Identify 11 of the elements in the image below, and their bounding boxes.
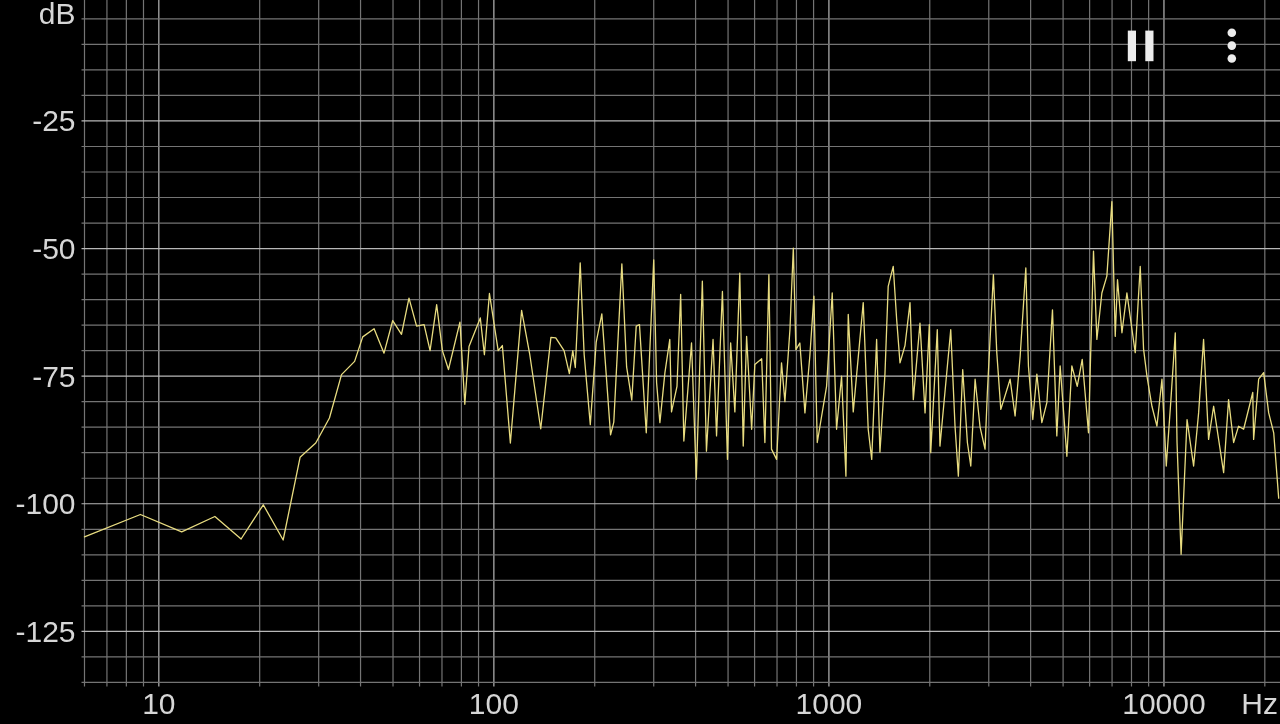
y-axis-title: dB: [38, 0, 76, 30]
x-tick-label: 1000: [795, 687, 863, 720]
x-axis-title: Hz: [1241, 687, 1278, 720]
y-tick-label: -100: [15, 487, 76, 521]
x-tick-label: 100: [468, 687, 519, 720]
y-tick-label: -50: [32, 232, 76, 266]
x-tick-label: 10000: [1122, 687, 1206, 720]
y-tick-label: -75: [32, 359, 76, 393]
y-tick-label: -25: [32, 104, 76, 138]
y-tick-label: -125: [15, 614, 76, 648]
x-tick-label: 10: [142, 687, 176, 720]
